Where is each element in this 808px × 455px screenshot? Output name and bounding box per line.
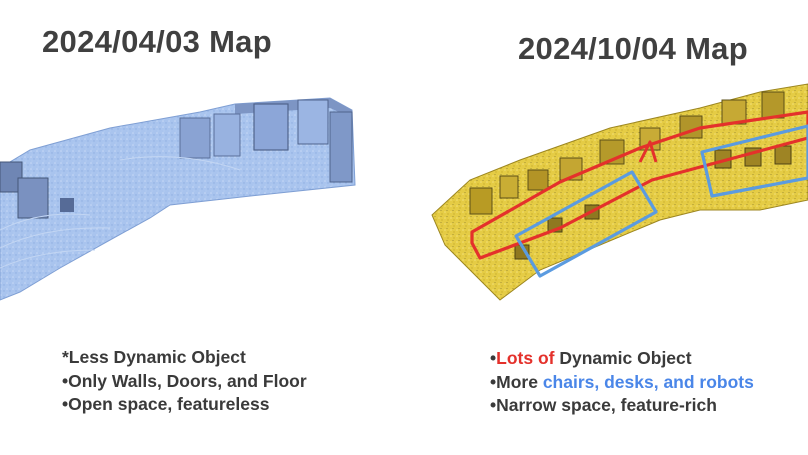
right-bullet-list: •Lots of Dynamic Object •More chairs, de… <box>490 347 754 418</box>
left-bullet-3: •Open space, featureless <box>62 394 270 414</box>
left-map-floor <box>0 97 356 301</box>
right-bullet-1-prefix: • <box>490 348 497 368</box>
dynamic-object-corridor-outline <box>470 110 808 260</box>
dynamic-object-corridor-notch <box>638 140 658 163</box>
right-bullet-1: •Lots of Dynamic Object <box>490 347 754 371</box>
right-bullet-2: •More chairs, desks, and robots <box>490 371 754 395</box>
right-bullet-3: •Narrow space, feature-rich <box>490 395 717 415</box>
right-bullet-1-highlight: Lots of <box>496 348 555 368</box>
left-bullet-list: *Less Dynamic Object •Only Walls, Doors,… <box>62 346 307 417</box>
right-map-floor <box>431 83 808 301</box>
left-bullet-1: *Less Dynamic Object <box>62 347 246 367</box>
furniture-region-box-left <box>514 170 658 278</box>
right-map-title: 2024/10/04 Map <box>518 31 748 66</box>
left-bullet-2: •Only Walls, Doors, and Floor <box>62 370 307 391</box>
left-map-title: 2024/04/03 Map <box>42 24 272 59</box>
right-bullet-2-highlight: chairs, desks, and robots <box>542 371 754 392</box>
right-bullet-2-prefix: •More <box>490 371 543 392</box>
furniture-region-box-right <box>700 124 808 198</box>
right-bullet-1-rest: Dynamic Object <box>554 348 692 368</box>
